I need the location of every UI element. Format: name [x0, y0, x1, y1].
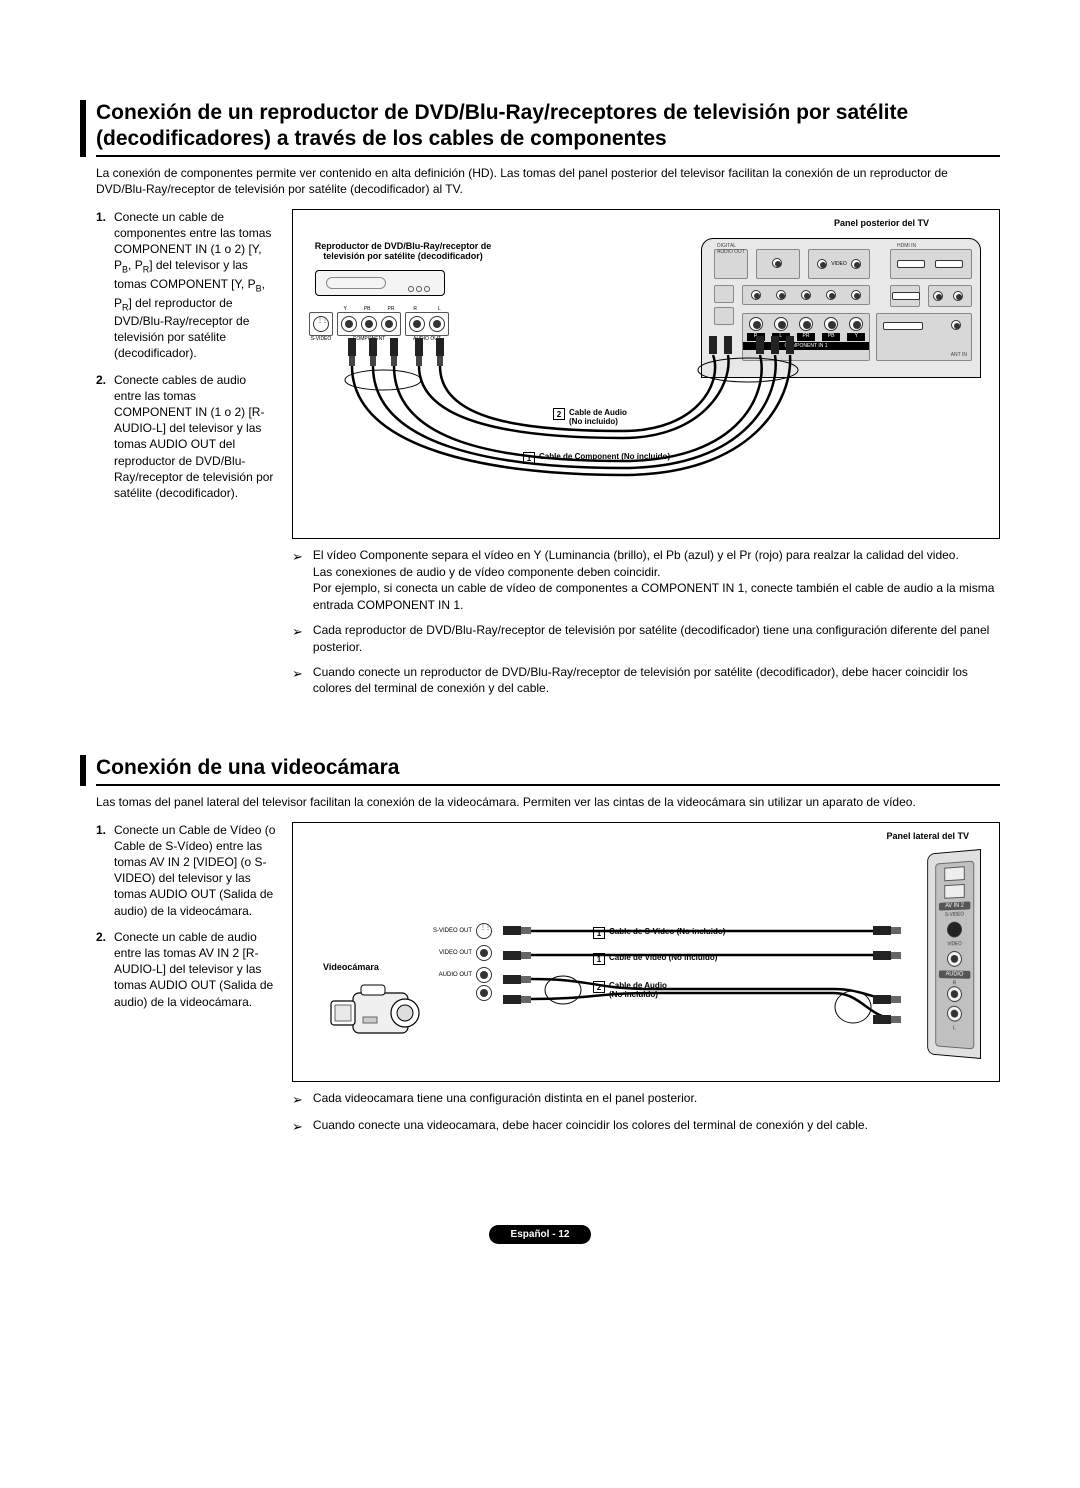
step-2: 2. Conecte un cable de audio entre las t…	[96, 929, 276, 1010]
section-camcorder: Conexión de una videocámara Las tomas de…	[80, 755, 1000, 1144]
port-label-component: COMPONENT	[337, 336, 401, 342]
accent-bar	[80, 100, 86, 157]
steps-column: 1. Conecte un cable de componentes entre…	[96, 209, 276, 705]
note-arrow-icon: ➢	[292, 548, 303, 614]
callout-text: Cable de Vídeo (No incluido)	[609, 953, 717, 962]
accent-bar	[80, 755, 86, 785]
callout-text: Cable de Audio(No incluido)	[609, 981, 667, 999]
callout-text: Cable de Component (No incluido)	[539, 452, 670, 461]
tv-rear-panel: DIGITALAUDIO OUT VIDEO	[701, 238, 981, 378]
callout-video: 1 Cable de Vídeo (No incluido)	[593, 953, 717, 965]
note-text: Cuando conecte un reproductor de DVD/Blu…	[313, 664, 1000, 698]
callout-audio: 2 Cable de Audio(No incluido)	[593, 981, 667, 999]
page: Conexión de un reproductor de DVD/Blu-Ra…	[0, 0, 1080, 1284]
callout-num: 2	[553, 408, 565, 420]
steps-column: 1. Conecte un Cable de Vídeo (o Cable de…	[96, 822, 276, 1144]
callout-svideo: 1 Cable de S-Vídeo (No incluido)	[593, 927, 725, 939]
camcorder-icon	[323, 973, 433, 1053]
tv-panel-label: Panel lateral del TV	[886, 831, 969, 841]
callout-text: Cable de S-Vídeo (No incluido)	[609, 927, 725, 936]
note-text: Cada videocamara tiene una configuración…	[313, 1090, 697, 1109]
diagram-component: Panel posterior del TV Reproductor de DV…	[292, 209, 1000, 539]
port-label-audio: AUDIO OUT	[405, 336, 449, 342]
layout-row: 1. Conecte un Cable de Vídeo (o Cable de…	[96, 822, 1000, 1144]
section-intro: La conexión de componentes permite ver c…	[96, 165, 1000, 197]
note-2: ➢ Cada reproductor de DVD/Blu-Ray/recept…	[292, 622, 1000, 656]
step-number: 2.	[96, 929, 114, 1010]
page-number: Español - 12	[489, 1225, 592, 1244]
tv-panel-label: Panel posterior del TV	[834, 218, 929, 228]
note-1: ➢ Cada videocamara tiene una configuraci…	[292, 1090, 1000, 1109]
note-2: ➢ Cuando conecte una videocamara, debe h…	[292, 1117, 1000, 1136]
note-text: Cada reproductor de DVD/Blu-Ray/receptor…	[313, 622, 1000, 656]
note-1: ➢ El vídeo Componente separa el vídeo en…	[292, 547, 1000, 614]
step-text: Conecte un cable de componentes entre la…	[114, 209, 276, 362]
diagram-camcorder: Panel lateral del TV Videocámara AV IN 2…	[292, 822, 1000, 1082]
callout-component: 1 Cable de Component (No incluido)	[523, 452, 670, 464]
section-header: Conexión de una videocámara	[80, 755, 1000, 785]
step-number: 1.	[96, 822, 114, 919]
step-text: Conecte un Cable de Vídeo (o Cable de S-…	[114, 822, 276, 919]
step-number: 1.	[96, 209, 114, 362]
tv-side-panel: AV IN 2 S-VIDEO VIDEO AUDIO R L	[927, 849, 981, 1059]
port-label: VIDEO OUT	[439, 950, 472, 956]
section-title: Conexión de un reproductor de DVD/Blu-Ra…	[96, 100, 1000, 157]
port-label-svideo: S-VIDEO	[309, 336, 333, 342]
side-label-audio: AUDIO	[939, 970, 971, 978]
side-label-avin2: AV IN 2	[939, 901, 971, 910]
port-label: AUDIO OUT	[439, 972, 472, 978]
callout-text: Cable de Audio(No incluido)	[569, 408, 627, 426]
section-title: Conexión de una videocámara	[96, 755, 1000, 785]
note-arrow-icon: ➢	[292, 623, 303, 656]
notes: ➢ El vídeo Componente separa el vídeo en…	[292, 547, 1000, 697]
note-text: Cuando conecte una videocamara, debe hac…	[313, 1117, 868, 1136]
layout-row: 1. Conecte un cable de componentes entre…	[96, 209, 1000, 705]
section-intro: Las tomas del panel lateral del televiso…	[96, 794, 1000, 810]
notes: ➢ Cada videocamara tiene una configuraci…	[292, 1090, 1000, 1136]
port-label: S-VIDEO OUT	[433, 928, 472, 934]
callout-audio: 2 Cable de Audio(No incluido)	[553, 408, 627, 426]
step-text: Conecte cables de audio entre las tomas …	[114, 372, 276, 502]
device-label: Videocámara	[323, 963, 379, 973]
section-component: Conexión de un reproductor de DVD/Blu-Ra…	[80, 100, 1000, 705]
section-header: Conexión de un reproductor de DVD/Blu-Ra…	[80, 100, 1000, 157]
callout-num: 2	[593, 981, 605, 993]
note-arrow-icon: ➢	[292, 665, 303, 698]
diagram-column: Panel lateral del TV Videocámara AV IN 2…	[292, 822, 1000, 1144]
callout-num: 1	[523, 452, 535, 464]
step-2: 2. Conecte cables de audio entre las tom…	[96, 372, 276, 502]
callout-num: 1	[593, 953, 605, 965]
device-label: Reproductor de DVD/Blu-Ray/receptor de t…	[303, 242, 503, 262]
step-1: 1. Conecte un cable de componentes entre…	[96, 209, 276, 362]
step-text: Conecte un cable de audio entre las toma…	[114, 929, 276, 1010]
step-1: 1. Conecte un Cable de Vídeo (o Cable de…	[96, 822, 276, 919]
note-arrow-icon: ➢	[292, 1091, 303, 1109]
callout-num: 1	[593, 927, 605, 939]
note-3: ➢ Cuando conecte un reproductor de DVD/B…	[292, 664, 1000, 698]
step-number: 2.	[96, 372, 114, 502]
dvd-player	[315, 270, 445, 296]
note-arrow-icon: ➢	[292, 1118, 303, 1136]
note-text: El vídeo Componente separa el vídeo en Y…	[313, 547, 1000, 614]
diagram-column: Panel posterior del TV Reproductor de DV…	[292, 209, 1000, 705]
footer: Español - 12	[80, 1224, 1000, 1244]
